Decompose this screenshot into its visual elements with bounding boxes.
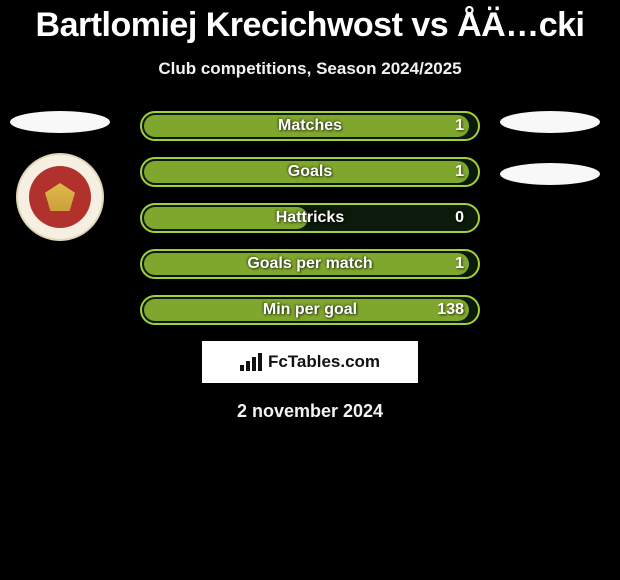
stat-bar-fill xyxy=(144,207,308,229)
player-placeholder-ellipse xyxy=(500,163,600,185)
right-player-column xyxy=(500,111,600,215)
club-crest-inner xyxy=(29,166,91,228)
stat-bar: Min per goal138 xyxy=(140,295,480,325)
stat-bar-fill xyxy=(144,161,469,183)
stat-bar-fill xyxy=(144,299,469,321)
stat-bar-fill xyxy=(144,115,469,137)
snapshot-date: 2 november 2024 xyxy=(0,401,620,422)
club-crest-emblem xyxy=(45,183,75,211)
player-placeholder-ellipse xyxy=(10,111,110,133)
stat-bar: Goals1 xyxy=(140,157,480,187)
stat-bar: Goals per match1 xyxy=(140,249,480,279)
stat-bar: Hattricks0 xyxy=(140,203,480,233)
brand-text: FcTables.com xyxy=(268,352,380,372)
page-title: Bartlomiej Krecichwost vs ÅÄ…cki xyxy=(0,0,620,45)
stat-bar: Matches1 xyxy=(140,111,480,141)
brand-box: FcTables.com xyxy=(202,341,418,383)
club-crest xyxy=(16,153,104,241)
stat-bar-value: 0 xyxy=(455,205,464,231)
comparison-content: Matches1 Goals1 Hattricks0 Goals per match1… xyxy=(0,111,620,325)
stat-bar-fill xyxy=(144,253,469,275)
season-subtitle: Club competitions, Season 2024/2025 xyxy=(0,59,620,79)
brand-bars-icon xyxy=(240,353,262,371)
stat-bars: Matches1 Goals1 Hattricks0 Goals per match1… xyxy=(140,111,480,325)
left-player-column xyxy=(10,111,110,241)
player-placeholder-ellipse xyxy=(500,111,600,133)
